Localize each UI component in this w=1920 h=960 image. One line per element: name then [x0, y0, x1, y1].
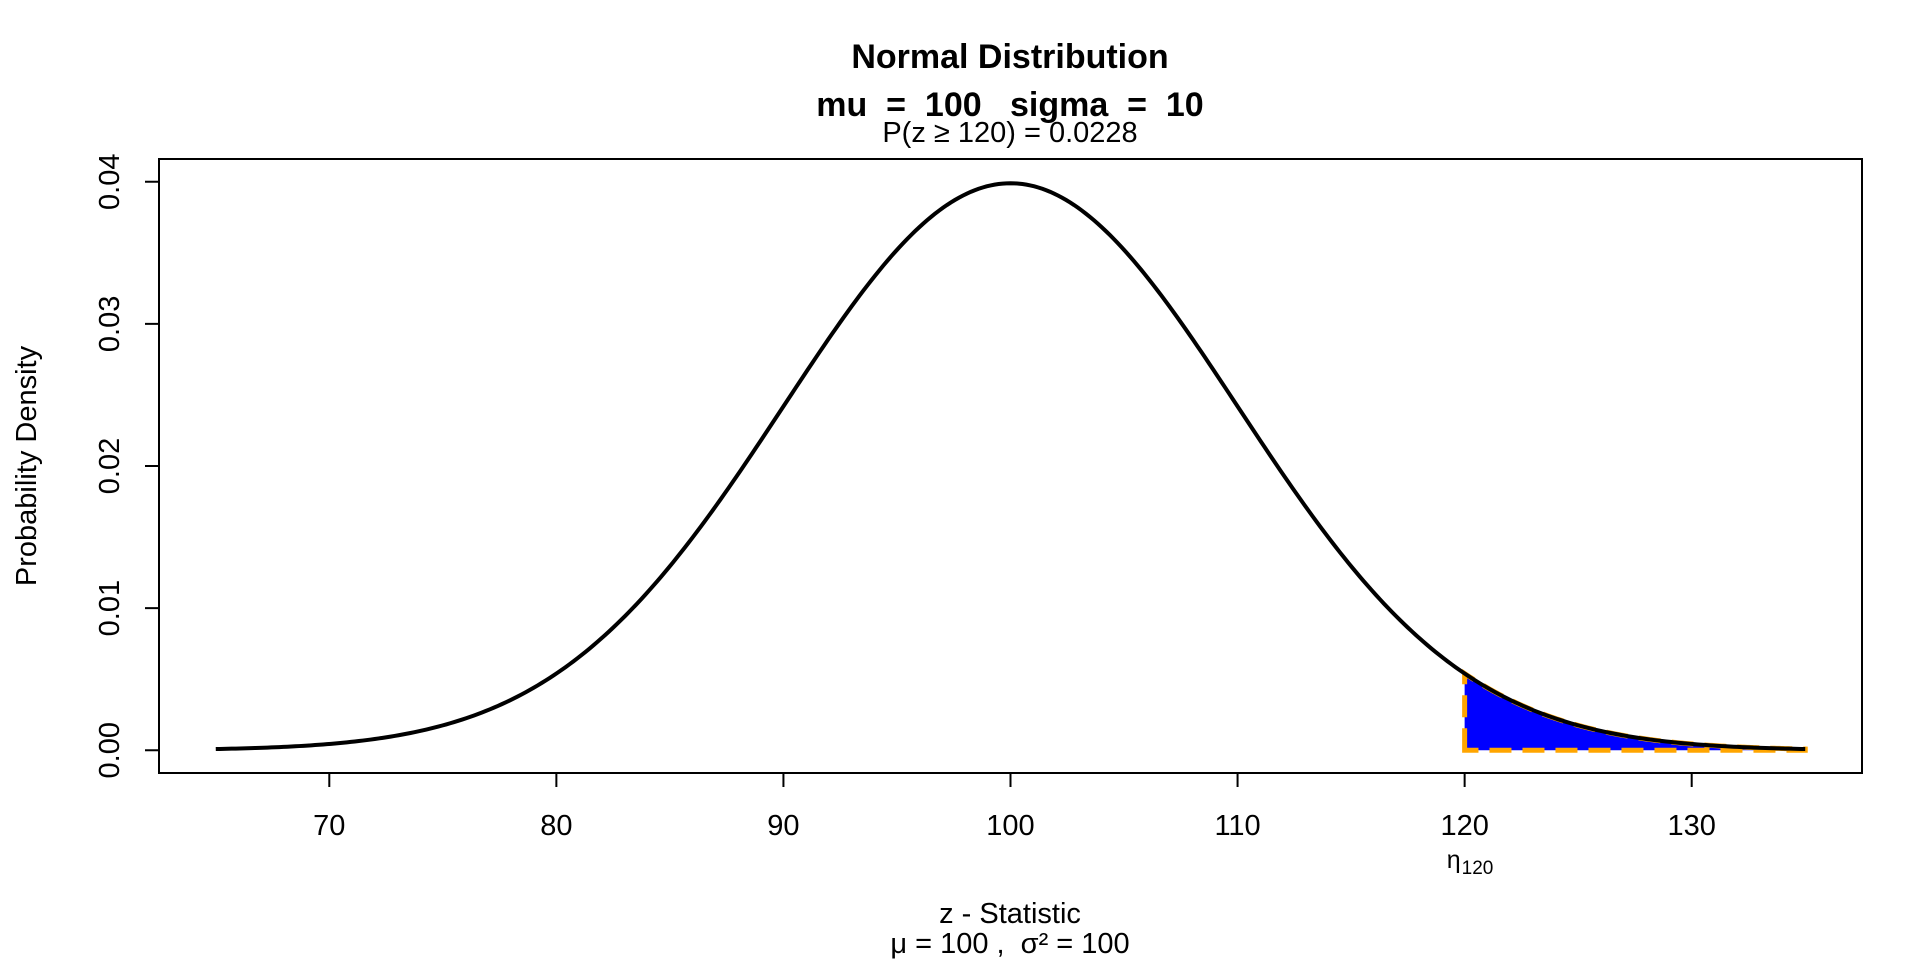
plot-frame — [158, 158, 1863, 774]
x-tick-label: 110 — [1214, 810, 1260, 842]
y-tick-label: 0.01 — [94, 580, 126, 636]
chart-title-line1: Normal Distribution — [851, 38, 1168, 76]
x-tick-label: 130 — [1668, 810, 1716, 842]
x-tick-label: 90 — [767, 810, 799, 842]
density-curve-layer — [215, 181, 1806, 752]
y-tick-label: 0.03 — [94, 296, 126, 352]
x-tick-label: 100 — [986, 810, 1034, 842]
y-axis-label: Probability Density — [11, 345, 43, 586]
critical-value-symbol: η — [1447, 846, 1461, 874]
density-curve — [215, 181, 1806, 752]
y-axis: 0.00 0.01 0.02 0.03 0.04 — [94, 154, 160, 778]
chart-title-line2: mu = 100 sigma = 10 — [816, 86, 1203, 124]
x-tick-label: 70 — [313, 810, 345, 842]
x-tick-label: 120 — [1440, 810, 1488, 842]
y-tick-label: 0.04 — [94, 154, 126, 210]
x-axis-sublabel: μ = 100 , σ² = 100 — [890, 928, 1129, 960]
probability-annotation: P(z ≥ 120) = 0.0228 — [882, 117, 1137, 149]
y-tick-label: 0.00 — [94, 722, 126, 778]
x-tick-label: 80 — [540, 810, 572, 842]
x-axis: 70 80 90 100 110 120 130 — [313, 772, 1716, 842]
y-tick-label: 0.02 — [94, 438, 126, 494]
x-axis-label: z - Statistic — [939, 898, 1081, 930]
critical-value-label: η 120 — [1447, 846, 1494, 879]
tail-area-fill — [1464, 673, 1806, 751]
critical-value-subscript: 120 — [1462, 858, 1494, 879]
